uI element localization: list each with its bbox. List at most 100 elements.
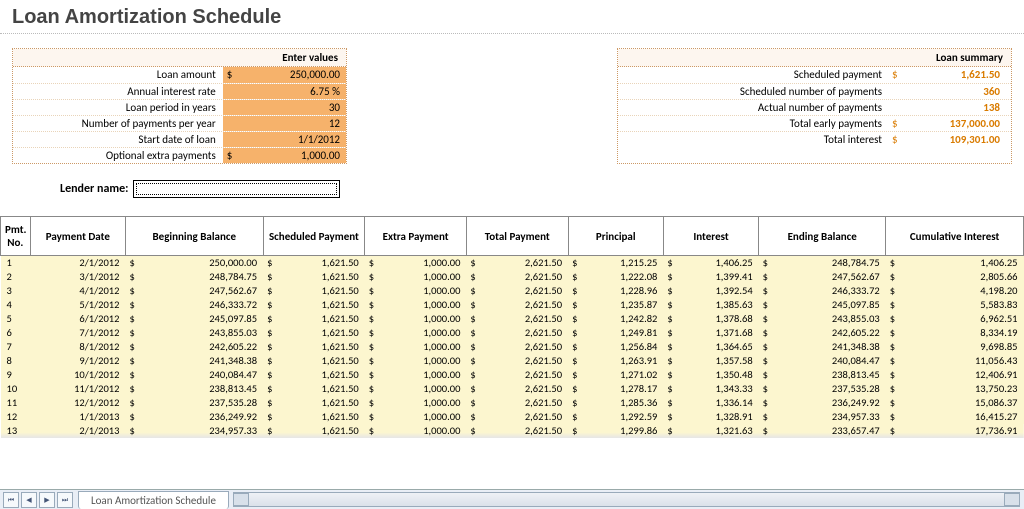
input-row: Optional extra payments$1,000.00: [13, 147, 346, 163]
table-cell: $247,562.67: [759, 270, 886, 284]
sheet-tab-active[interactable]: Loan Amortization Schedule: [78, 491, 229, 509]
table-cell: $1,000.00: [365, 312, 467, 326]
table-cell: $1,278.17: [568, 382, 663, 396]
table-cell: $1,385.63: [663, 298, 758, 312]
input-value-cell[interactable]: $250,000.00: [222, 67, 346, 83]
table-cell: $1,263.91: [568, 354, 663, 368]
table-cell: 13: [1, 424, 31, 438]
input-value-cell[interactable]: 12: [222, 116, 346, 131]
table-cell: 3/1/2012: [30, 270, 125, 284]
table-cell: $1,000.00: [365, 410, 467, 424]
summary-value: 360: [906, 84, 1006, 99]
tab-nav-prev-icon[interactable]: ◀: [21, 492, 37, 508]
table-cell: 6: [1, 326, 31, 340]
table-cell: $1,000.00: [365, 368, 467, 382]
table-cell: $250,000.00: [125, 256, 263, 270]
table-cell: 6/1/2012: [30, 312, 125, 326]
column-header: Ending Balance: [759, 217, 886, 256]
table-cell: $2,621.50: [466, 298, 568, 312]
summary-value: 109,301.00: [906, 132, 1006, 147]
table-cell: $1,343.33: [663, 382, 758, 396]
column-header: Total Payment: [466, 217, 568, 256]
table-row: 12/1/2012$250,000.00$1,621.50$1,000.00$2…: [1, 256, 1024, 270]
table-row: 121/1/2013$236,249.92$1,621.50$1,000.00$…: [1, 410, 1024, 424]
input-value-cell[interactable]: 6.75 %: [222, 84, 346, 99]
table-cell: $1,621.50: [263, 270, 365, 284]
table-cell: 11/1/2012: [30, 382, 125, 396]
table-cell: 12: [1, 410, 31, 424]
table-cell: $6,962.51: [886, 312, 1024, 326]
table-cell: $9,698.85: [886, 340, 1024, 354]
input-value: 1/1/2012: [241, 132, 346, 147]
currency-symbol: [888, 100, 906, 115]
tab-nav-next-icon[interactable]: ▶: [39, 492, 55, 508]
table-cell: $233,657.47: [759, 424, 886, 438]
table-cell: $2,621.50: [466, 340, 568, 354]
summary-row: Actual number of payments138: [618, 99, 1011, 115]
summary-value: 1,621.50: [906, 67, 1006, 83]
tab-nav-first-icon[interactable]: ⏮: [3, 492, 19, 508]
table-cell: 8: [1, 354, 31, 368]
table-cell: $237,535.28: [759, 382, 886, 396]
table-cell: 2: [1, 270, 31, 284]
column-header: Cumulative Interest: [886, 217, 1024, 256]
table-cell: 7/1/2012: [30, 326, 125, 340]
horizontal-scrollbar[interactable]: [233, 492, 1020, 507]
summary-row: Total early payments$137,000.00: [618, 115, 1011, 131]
table-cell: $1,222.08: [568, 270, 663, 284]
table-row: 45/1/2012$246,333.72$1,621.50$1,000.00$2…: [1, 298, 1024, 312]
summary-label: Total interest: [618, 132, 888, 147]
table-cell: 11: [1, 396, 31, 410]
currency-symbol: $: [223, 67, 241, 83]
table-cell: 2/1/2013: [30, 424, 125, 438]
input-value-cell[interactable]: $1,000.00: [222, 148, 346, 163]
summary-label: Scheduled payment: [618, 67, 888, 83]
table-cell: $248,784.75: [759, 256, 886, 270]
column-header: Extra Payment: [365, 217, 467, 256]
table-cell: $1,392.54: [663, 284, 758, 298]
table-row: 1112/1/2012$237,535.28$1,621.50$1,000.00…: [1, 396, 1024, 410]
table-row: 910/1/2012$240,084.47$1,621.50$1,000.00$…: [1, 368, 1024, 382]
input-label: Annual interest rate: [13, 84, 222, 99]
table-cell: $15,086.37: [886, 396, 1024, 410]
table-cell: $1,350.48: [663, 368, 758, 382]
table-cell: $246,333.72: [759, 284, 886, 298]
table-row: 89/1/2012$241,348.38$1,621.50$1,000.00$2…: [1, 354, 1024, 368]
currency-symbol: [223, 84, 241, 99]
table-cell: $1,215.25: [568, 256, 663, 270]
input-value-cell[interactable]: 1/1/2012: [222, 132, 346, 147]
table-row: 23/1/2012$248,784.75$1,621.50$1,000.00$2…: [1, 270, 1024, 284]
input-value: 1,000.00: [241, 148, 346, 163]
table-cell: 1/1/2013: [30, 410, 125, 424]
table-cell: 8/1/2012: [30, 340, 125, 354]
table-cell: $2,621.50: [466, 354, 568, 368]
table-cell: $4,198.20: [886, 284, 1024, 298]
column-header: Pmt. No.: [1, 217, 31, 256]
table-cell: $234,957.33: [125, 424, 263, 438]
table-cell: $1,621.50: [263, 284, 365, 298]
table-cell: $236,249.92: [759, 396, 886, 410]
tab-nav-last-icon[interactable]: ⏭: [57, 492, 73, 508]
table-cell: $245,097.85: [125, 312, 263, 326]
table-cell: $241,348.38: [125, 354, 263, 368]
table-cell: $1,000.00: [365, 382, 467, 396]
table-cell: $1,000.00: [365, 424, 467, 438]
input-label: Start date of loan: [13, 132, 222, 147]
table-cell: 9/1/2012: [30, 354, 125, 368]
table-cell: $1,621.50: [263, 256, 365, 270]
currency-symbol: [888, 84, 906, 99]
currency-symbol: [223, 116, 241, 131]
input-value-cell[interactable]: 30: [222, 100, 346, 115]
table-cell: $245,097.85: [759, 298, 886, 312]
summary-label: Total early payments: [618, 116, 888, 131]
lender-name-label: Lender name:: [60, 182, 129, 196]
input-label: Optional extra payments: [13, 148, 222, 163]
table-cell: $247,562.67: [125, 284, 263, 298]
summary-label: Scheduled number of payments: [618, 84, 888, 99]
input-value: 12: [241, 116, 346, 131]
input-value: 30: [241, 100, 346, 115]
table-cell: $1,621.50: [263, 396, 365, 410]
summary-row: Total interest$109,301.00: [618, 131, 1011, 147]
lender-name-input[interactable]: [133, 180, 340, 198]
table-cell: $1,000.00: [365, 284, 467, 298]
